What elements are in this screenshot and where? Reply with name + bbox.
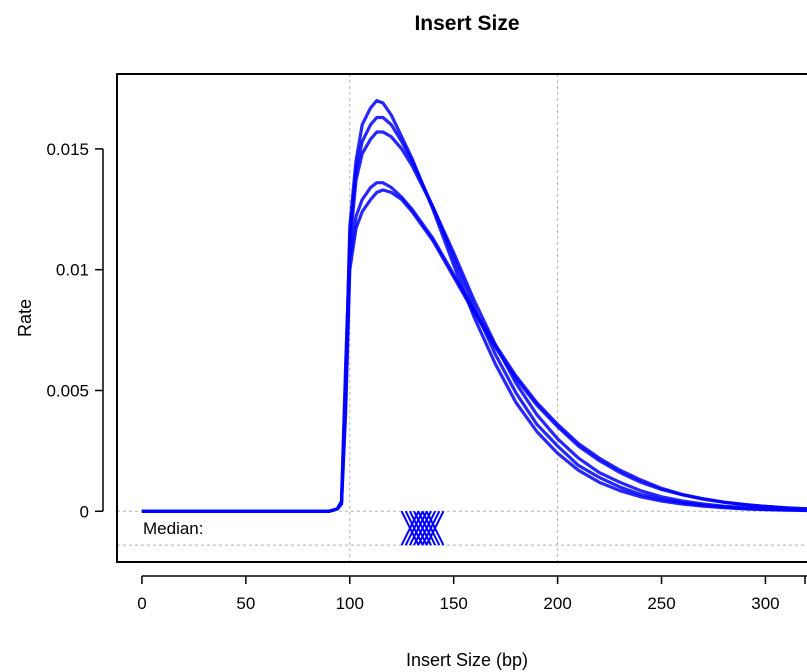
median-marker-3: [408, 510, 428, 546]
x-axis-label: Insert Size (bp): [406, 650, 528, 670]
x-axis: 0 50 100 150 200 250 300: [137, 575, 807, 613]
x-tick-label-250: 250: [647, 594, 675, 613]
series-layer: [141, 98, 807, 513]
median-label: Median:: [143, 519, 203, 538]
y-tick-label-0: 0: [80, 502, 89, 521]
y-tick-label-3: 0.015: [46, 140, 89, 159]
y-tick-label-1: 0.005: [46, 381, 89, 400]
y-axis-label: Rate: [15, 299, 35, 337]
x-tick-label-150: 150: [439, 594, 467, 613]
median-marker-4: [413, 510, 432, 546]
series-line-5: [141, 115, 807, 513]
y-tick-label-2: 0.01: [56, 261, 89, 280]
median-marker-2: [404, 510, 424, 546]
plot-frame: [116, 73, 807, 563]
median-marker-1: [400, 510, 420, 546]
series-line-3: [141, 188, 807, 513]
x-tick-label-50: 50: [236, 594, 255, 613]
series-line-4: [141, 181, 807, 513]
chart-title: Insert Size: [414, 12, 519, 35]
median-marker-7: [425, 510, 445, 546]
x-tick-label-100: 100: [336, 594, 364, 613]
median-marker-6: [421, 510, 441, 546]
median-marker-5: [417, 510, 437, 546]
y-axis: 0 0.005 0.01 0.015: [46, 140, 104, 521]
gridlines: [117, 74, 807, 562]
x-tick-label-0: 0: [137, 594, 146, 613]
x-tick-label-300: 300: [751, 594, 779, 613]
x-tick-label-200: 200: [543, 594, 571, 613]
median-markers: [400, 510, 445, 546]
